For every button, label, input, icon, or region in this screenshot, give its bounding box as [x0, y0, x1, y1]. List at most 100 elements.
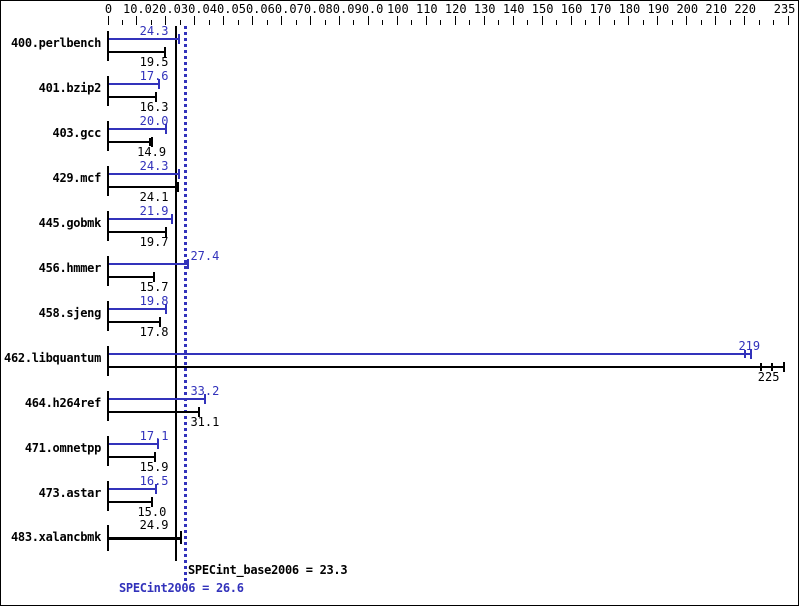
row-baseline-tick [107, 436, 109, 466]
x-axis-major-tick [628, 16, 629, 25]
peak-value-label: 27.4 [190, 249, 220, 263]
base-bar-endcap [151, 497, 153, 507]
x-axis-tick-label: 200 [676, 2, 699, 16]
base-value-label: 15.0 [137, 505, 167, 519]
x-axis-major-tick [484, 16, 485, 25]
x-axis-minor-tick [353, 20, 354, 25]
peak-bar-endcap [165, 124, 167, 134]
peak-value-label: 21.9 [139, 204, 169, 218]
x-axis-tick-label: 180 [618, 2, 641, 16]
peak-value-label: 24.3 [139, 24, 169, 38]
x-axis-major-tick [397, 16, 398, 25]
x-axis-minor-tick [701, 20, 702, 25]
base-bar [109, 456, 156, 458]
x-axis-tick-label: 90.0 [354, 2, 384, 16]
x-axis-major-tick [542, 16, 543, 25]
peak-value-label: 24.3 [139, 159, 169, 173]
row-baseline-tick [107, 481, 109, 511]
base-bar-endcap [164, 47, 166, 57]
x-axis-tick-label: 60.0 [267, 2, 297, 16]
x-axis-tick-label: 150 [531, 2, 554, 16]
x-axis-major-tick [281, 16, 282, 25]
x-axis-tick-label: 120 [444, 2, 467, 16]
x-axis-major-tick [686, 16, 687, 25]
x-axis-major-tick [513, 16, 514, 25]
x-axis-minor-tick [672, 20, 673, 25]
base-bar-endcap [153, 272, 155, 282]
x-axis-minor-tick [730, 20, 731, 25]
peak-bar [109, 443, 159, 445]
row-baseline-tick [107, 76, 109, 106]
row-baseline-tick [107, 391, 109, 421]
base-bar [109, 276, 155, 278]
x-axis-minor-tick [469, 20, 470, 25]
base-value-label: 14.9 [137, 145, 167, 159]
row-baseline-tick [107, 346, 109, 376]
benchmark-name-label: 462.libquantum [4, 351, 101, 365]
x-axis-tick-label: 130 [473, 2, 496, 16]
peak-bar-endcap [171, 214, 173, 224]
x-axis-tick-label: 20.0 [151, 2, 181, 16]
benchmark-name-label: 429.mcf [52, 171, 102, 185]
benchmark-name-label: 483.xalancbmk [10, 530, 101, 544]
benchmark-name-label: 456.hmmer [38, 261, 102, 275]
x-axis-major-tick [252, 16, 253, 25]
x-axis-minor-tick [759, 20, 760, 25]
row-baseline-tick [107, 301, 109, 331]
peak-bar [109, 488, 157, 490]
x-axis-minor-tick [643, 20, 644, 25]
peak-bar [109, 263, 189, 265]
x-axis-minor-tick [296, 20, 297, 25]
benchmark-name-label: 403.gcc [52, 126, 102, 140]
x-axis-tick-label: 235 [773, 2, 796, 16]
base-bar-endcap [154, 452, 156, 462]
x-axis-major-tick [455, 16, 456, 25]
base-bar [109, 321, 161, 323]
x-axis-minor-tick [498, 20, 499, 25]
base-value-label: 17.8 [139, 325, 169, 339]
base-value-label: 31.1 [190, 415, 220, 429]
peak-bar [109, 398, 206, 400]
base-bar-run-mark [149, 138, 151, 146]
x-axis-major-tick [657, 16, 658, 25]
base-value-label: 16.3 [139, 100, 169, 114]
peak-bar [109, 128, 167, 130]
base-bar [109, 366, 785, 368]
x-axis-minor-tick [411, 20, 412, 25]
x-axis-major-tick [715, 16, 716, 25]
x-axis-tick-label: 50.0 [238, 2, 268, 16]
peak-bar [109, 173, 180, 175]
base-bar-endcap [155, 92, 157, 102]
base-bar [109, 537, 182, 540]
peak-bar [109, 38, 180, 40]
peak-bar [109, 308, 167, 310]
x-axis-tick-label: 70.0 [296, 2, 326, 16]
base-bar [109, 411, 200, 413]
x-axis-major-tick [788, 16, 789, 25]
peak-value-label: 17.1 [139, 429, 169, 443]
base-value-label: 19.5 [139, 55, 169, 69]
benchmark-name-label: 400.perlbench [10, 36, 101, 50]
x-axis-tick-label: 80.0 [325, 2, 355, 16]
peak-bar [109, 83, 160, 85]
x-axis-major-tick [165, 16, 166, 25]
peak-value-label: 16.5 [139, 474, 169, 488]
x-axis-minor-tick [527, 20, 528, 25]
peak-bar [109, 353, 752, 355]
benchmark-name-label: 473.astar [38, 486, 102, 500]
base-bar [109, 231, 167, 233]
base-bar-endcap [151, 137, 153, 147]
base-bar-endcap [165, 227, 167, 237]
benchmark-name-label: 401.bzip2 [38, 81, 102, 95]
x-axis-minor-tick [209, 20, 210, 25]
base-bar [109, 96, 157, 98]
row-baseline-tick [107, 256, 109, 286]
peak-value-label: 19.8 [139, 294, 169, 308]
x-axis-minor-tick [122, 20, 123, 25]
benchmark-name-label: 458.sjeng [38, 306, 102, 320]
x-axis-major-tick [744, 16, 745, 25]
base-bar [109, 501, 153, 503]
x-axis-tick-label: 140 [502, 2, 525, 16]
x-axis-major-tick [368, 16, 369, 25]
